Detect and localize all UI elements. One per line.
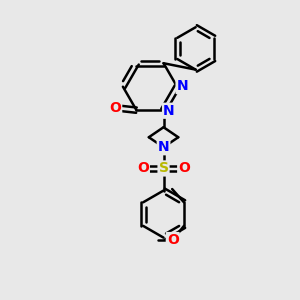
Text: N: N [177,79,188,93]
Text: O: O [178,161,190,176]
Text: N: N [163,104,175,118]
Text: O: O [137,161,149,176]
Text: O: O [167,233,179,247]
Text: O: O [109,101,121,115]
Text: N: N [158,140,170,154]
Text: S: S [158,161,169,176]
